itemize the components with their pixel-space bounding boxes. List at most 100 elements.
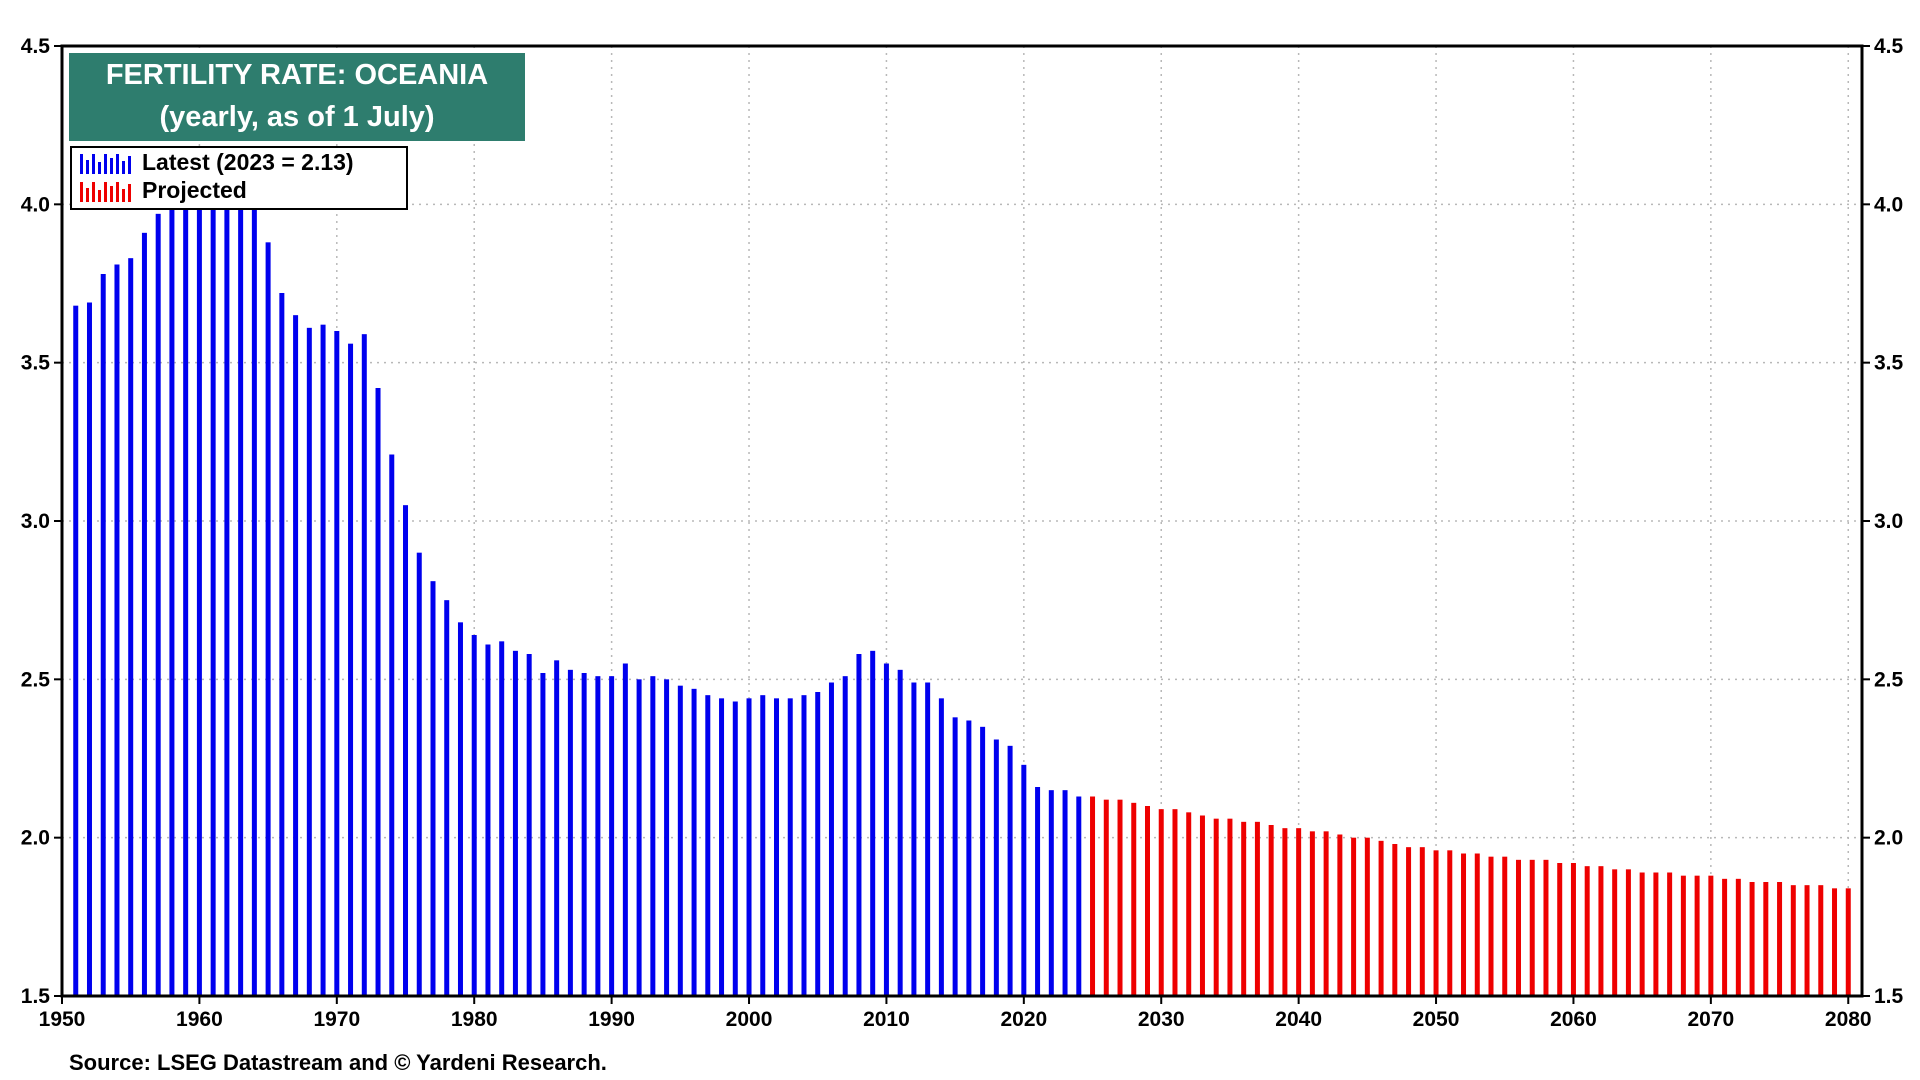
- bar-projected: [1296, 828, 1302, 996]
- x-tick-label: 1950: [39, 1008, 86, 1031]
- bar-latest: [1048, 790, 1054, 996]
- y-tick-label-left: 3.0: [21, 510, 50, 533]
- bar-projected: [1474, 853, 1480, 996]
- legend: Latest (2023 = 2.13) Projected: [70, 146, 408, 210]
- legend-swatch-bar: [104, 182, 107, 202]
- y-tick-label-left: 4.5: [21, 35, 51, 58]
- bar-projected: [1804, 885, 1810, 996]
- bar-projected: [1227, 818, 1233, 996]
- bar-latest: [595, 676, 601, 996]
- bar-latest: [457, 622, 463, 996]
- bar-latest: [787, 698, 793, 996]
- bar-latest: [224, 204, 230, 997]
- bar-latest: [925, 682, 931, 996]
- x-tick-label: 2010: [863, 1008, 910, 1031]
- bar-latest: [251, 204, 257, 997]
- bar-projected: [1268, 825, 1274, 996]
- bar-latest: [897, 669, 903, 996]
- bar-projected: [1144, 806, 1150, 996]
- x-tick-label: 2060: [1550, 1008, 1597, 1031]
- bar-latest: [719, 698, 725, 996]
- bar-latest: [320, 324, 326, 997]
- y-tick-label-right: 1.5: [1874, 985, 1904, 1008]
- bar-projected: [1749, 882, 1755, 996]
- bar-latest: [732, 701, 738, 996]
- bar-latest: [1021, 764, 1027, 996]
- legend-swatch-bar: [116, 182, 119, 202]
- bar-projected: [1172, 809, 1178, 996]
- bar-projected: [1433, 850, 1439, 996]
- bar-latest: [279, 293, 285, 996]
- bar-latest: [86, 302, 92, 996]
- legend-label-projected: Projected: [142, 177, 247, 203]
- bar-latest: [746, 698, 752, 996]
- bar-latest: [1007, 745, 1013, 996]
- legend-swatch-bar: [122, 161, 125, 174]
- bar-latest: [567, 669, 573, 996]
- bar-projected: [1515, 859, 1521, 996]
- bar-projected: [1337, 834, 1343, 996]
- bar-projected: [1351, 837, 1357, 996]
- bar-projected: [1570, 863, 1576, 996]
- bar-latest: [444, 600, 450, 996]
- bar-projected: [1722, 878, 1728, 996]
- axis-ticks: 1.5 1.5 2.0 2.0 2.5 2.5 3.0 3.0 3.5 3.5 4.0 4.0 4.5 4…: [21, 35, 1904, 1031]
- legend-label-latest: Latest (2023 = 2.13): [142, 149, 354, 175]
- bar-latest: [512, 650, 518, 996]
- bar-latest: [870, 650, 876, 996]
- legend-swatch-bar: [122, 189, 125, 202]
- x-tick-label: 2030: [1138, 1008, 1185, 1031]
- y-tick-label-left: 2.0: [21, 827, 50, 850]
- bar-projected: [1708, 875, 1714, 996]
- bar-latest: [265, 242, 271, 997]
- bar-latest: [554, 660, 560, 996]
- bar-projected: [1254, 821, 1260, 996]
- bar-latest: [169, 204, 175, 997]
- legend-swatch-bar: [110, 158, 113, 174]
- bar-latest: [993, 739, 999, 996]
- x-tick-label: 2020: [1000, 1008, 1047, 1031]
- source-note: Source: LSEG Datastream and © Yardeni Re…: [69, 1050, 607, 1075]
- bar-projected: [1309, 831, 1315, 996]
- bar-latest: [375, 388, 381, 996]
- y-tick-label-left: 1.5: [21, 985, 51, 1008]
- bar-projected: [1529, 859, 1535, 996]
- bar-latest: [155, 213, 161, 997]
- title-box: FERTILITY RATE: OCEANIA (yearly, as of 1…: [69, 53, 525, 141]
- bar-projected: [1419, 847, 1425, 996]
- y-tick-label-left: 3.5: [21, 352, 51, 375]
- bar-projected: [1447, 850, 1453, 996]
- bar-latest: [650, 676, 656, 996]
- bar-latest: [100, 274, 106, 996]
- bar-latest: [389, 454, 395, 996]
- bar-projected: [1378, 840, 1384, 996]
- legend-swatch-bar: [98, 162, 101, 174]
- bar-projected: [1625, 869, 1631, 996]
- bar-projected: [1639, 872, 1645, 996]
- bar-latest: [485, 644, 491, 996]
- bar-projected: [1392, 844, 1398, 996]
- y-tick-label-left: 2.5: [21, 668, 51, 691]
- bar-projected: [1117, 799, 1123, 996]
- bar-latest: [73, 305, 79, 997]
- legend-swatch-projected: [80, 182, 131, 202]
- bar-latest: [980, 726, 986, 996]
- bar-latest: [348, 343, 354, 997]
- bar-projected: [1543, 859, 1549, 996]
- bar-projected: [1557, 863, 1563, 996]
- bar-latest: [361, 334, 367, 997]
- bar-latest: [499, 641, 505, 996]
- bar-projected: [1131, 802, 1137, 996]
- bar-projected: [1667, 872, 1673, 996]
- bar-projected: [1653, 872, 1659, 996]
- bar-latest: [1062, 790, 1068, 996]
- bar-projected: [1323, 831, 1329, 996]
- bar-latest: [622, 663, 628, 996]
- y-tick-label-left: 4.0: [21, 193, 50, 216]
- legend-swatch-bar: [92, 182, 95, 202]
- bar-projected: [1461, 853, 1467, 996]
- bar-latest: [210, 204, 216, 997]
- bar-projected: [1282, 828, 1288, 996]
- legend-swatch-bar: [86, 188, 89, 202]
